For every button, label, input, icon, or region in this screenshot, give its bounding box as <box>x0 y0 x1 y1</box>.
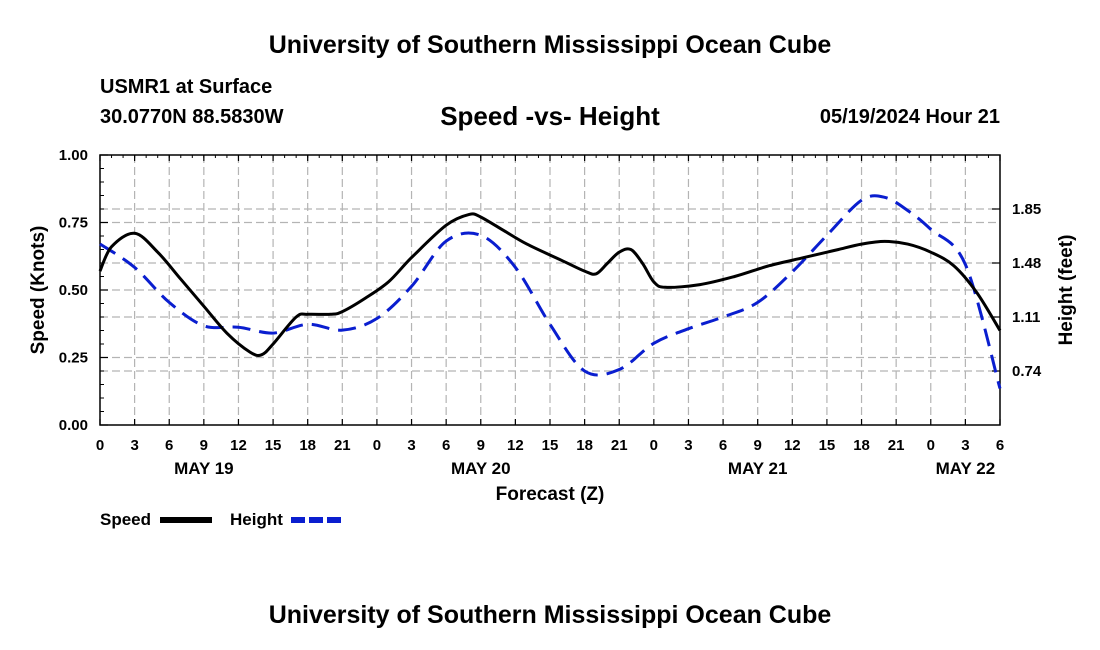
x-tick-label: 3 <box>407 437 415 454</box>
y2-tick-label: 1.11 <box>1012 309 1040 326</box>
y-tick-label: 0.75 <box>59 215 88 232</box>
x-tick-label: 18 <box>299 437 316 454</box>
x-tick-label: 6 <box>996 437 1004 454</box>
date-label: MAY 20 <box>451 459 511 478</box>
x-tick-label: 9 <box>200 437 208 454</box>
x-tick-label: 6 <box>442 437 450 454</box>
forecast-datetime: 05/19/2024 Hour 21 <box>819 106 1000 128</box>
legend-speed-label: Speed <box>100 510 151 529</box>
x-tick-label: 18 <box>576 437 593 454</box>
x-tick-label: 6 <box>719 437 727 454</box>
y-axis-title: Speed (Knots) <box>28 226 49 355</box>
x-tick-label: 3 <box>684 437 692 454</box>
grid-layer <box>100 155 1000 425</box>
x-tick-label: 21 <box>611 437 628 454</box>
x-tick-label: 0 <box>650 437 658 454</box>
x-tick-label: 0 <box>96 437 104 454</box>
station-coordinates: 30.0770N 88.5830W <box>100 106 284 128</box>
legend-height-label: Height <box>230 510 283 529</box>
tick-layer <box>99 154 1001 426</box>
chart-subtitle: Speed -vs- Height <box>440 101 660 131</box>
station-name: USMR1 at Surface <box>100 76 273 98</box>
y-tick-label: 0.50 <box>59 282 88 299</box>
x-tick-label: 21 <box>334 437 351 454</box>
y2-tick-label: 1.85 <box>1012 201 1041 218</box>
y2-axis-title: Height (feet) <box>1056 235 1077 346</box>
date-label: MAY 22 <box>936 459 996 478</box>
x-tick-label: 3 <box>961 437 969 454</box>
y2-tick-label: 0.74 <box>1012 363 1042 380</box>
x-tick-label: 0 <box>373 437 381 454</box>
x-tick-label: 6 <box>165 437 173 454</box>
date-label: MAY 21 <box>728 459 788 478</box>
x-tick-label: 12 <box>507 437 524 454</box>
y-tick-label: 0.25 <box>59 350 88 367</box>
height-series-line <box>99 194 1002 389</box>
page-title: University of Southern Mississippi Ocean… <box>268 31 832 59</box>
x-tick-label: 9 <box>754 437 762 454</box>
x-tick-label: 15 <box>542 437 559 454</box>
label-layer: 0 3 6 9 12 15 18 21 0 3 6 9 12 15 18 21 0 3 6 9 12 15 18 21 0 3 6 0… <box>28 147 1077 505</box>
y-tick-label: 1.00 <box>59 147 88 164</box>
x-axis-title: Forecast (Z) <box>496 484 605 505</box>
x-tick-label: 0 <box>927 437 935 454</box>
y-tick-label: 0.00 <box>59 417 88 434</box>
x-tick-label: 15 <box>819 437 836 454</box>
x-tick-label: 12 <box>230 437 247 454</box>
legend: Speed Height <box>100 510 343 529</box>
x-tick-label: 12 <box>784 437 801 454</box>
x-tick-label: 3 <box>130 437 138 454</box>
speed-series-line <box>98 212 1002 358</box>
x-tick-label: 15 <box>265 437 282 454</box>
x-tick-label: 18 <box>853 437 870 454</box>
date-label: MAY 19 <box>174 459 234 478</box>
y2-tick-label: 1.48 <box>1012 255 1041 272</box>
x-tick-label: 9 <box>477 437 485 454</box>
footer-title: University of Southern Mississippi Ocean… <box>268 601 832 629</box>
x-tick-label: 21 <box>888 437 905 454</box>
